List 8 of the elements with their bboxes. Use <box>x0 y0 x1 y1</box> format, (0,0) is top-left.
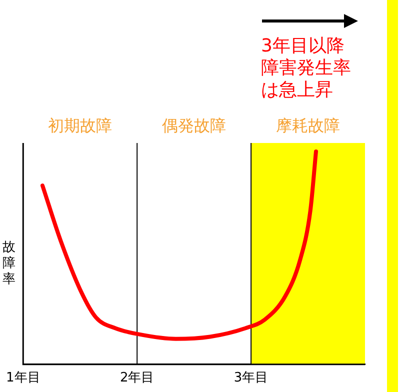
y-axis-title: 故障率 <box>2 240 16 288</box>
text: 3年目以降障害発生率は急上昇 <box>261 36 352 101</box>
x-tick-label: 1年目 <box>6 370 40 386</box>
text: 偶発故障 <box>162 116 226 136</box>
band-label: 摩耗故障 <box>276 116 340 136</box>
x-tick-label: 3年目 <box>234 370 268 386</box>
x-tick-label: 2年目 <box>120 370 154 386</box>
text: 初期故障 <box>48 116 112 136</box>
